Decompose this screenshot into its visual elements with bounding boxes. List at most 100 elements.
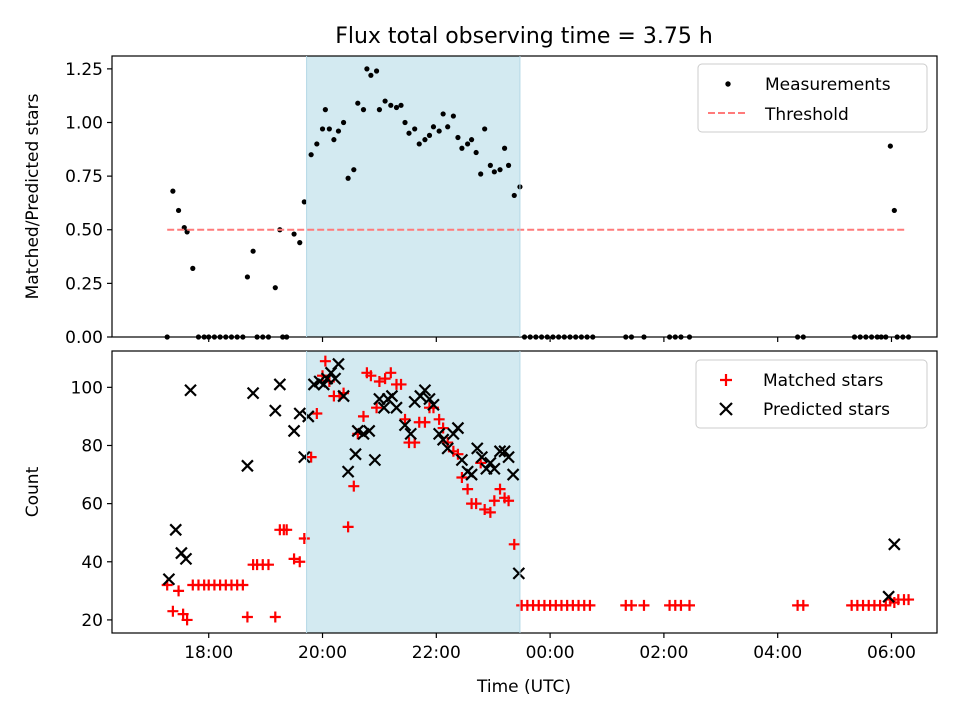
count-panel: 20 40 60 80 100 18:00 20:00 22:00 00:00 02:00 04:…: [23, 350, 938, 663]
ratio-y-axis-label: Matched/Predicted stars: [23, 93, 43, 299]
measurements-point: [416, 141, 422, 147]
matched-stars-point: [181, 614, 193, 626]
measurements-point: [291, 231, 297, 237]
measurements-point: [402, 119, 408, 126]
matched-stars-point: [237, 579, 249, 591]
matched-stars-point: [494, 483, 506, 495]
predicted-stars-point: [465, 468, 478, 481]
x-tick-label: 04:00: [753, 643, 802, 663]
measurements-point: [511, 192, 517, 199]
measurements-point: [436, 128, 442, 134]
measurements-point: [190, 265, 196, 271]
predicted-stars-point: [293, 407, 307, 420]
matched-stars-point: [433, 413, 445, 425]
predicted-stars-point: [179, 552, 193, 566]
x-tick-label: 20:00: [298, 643, 347, 663]
count-x-axis: 18:00 20:00 22:00 00:00 02:00 04:00 06:00: [184, 633, 916, 663]
measurements-point: [473, 149, 479, 156]
matched-stars-point: [470, 498, 482, 510]
measurements-point: [319, 126, 326, 132]
measurements-point: [482, 126, 488, 132]
matched-stars-point: [488, 495, 500, 507]
predicted-stars-point: [328, 372, 342, 385]
matched-stars-point: [456, 471, 468, 483]
measurements-point: [491, 169, 497, 175]
y-tick-label: 80: [81, 436, 103, 456]
measurements-point: [376, 107, 383, 113]
count-legend-box: [695, 359, 928, 429]
predicted-stars-point: [398, 418, 412, 432]
measurements-point: [445, 124, 451, 130]
measurements-point: [373, 68, 380, 74]
predicted-stars-point: [298, 450, 311, 464]
measurements-point: [297, 240, 303, 246]
predicted-stars-point: [377, 401, 391, 414]
predicted-legend-label: Predicted stars: [763, 400, 890, 420]
y-tick-label: 1.00: [65, 113, 103, 133]
matched-stars-point: [288, 553, 300, 565]
predicted-stars-point: [246, 386, 260, 400]
predicted-stars-point: [241, 459, 254, 473]
measurements-point: [368, 72, 374, 78]
ratio-legend: Measurements Threshold: [697, 63, 928, 133]
measurements-point: [351, 167, 357, 173]
matched-stars-point: [797, 599, 809, 611]
measurements-point: [501, 145, 508, 151]
predicted-stars-point: [470, 442, 484, 455]
matched-stars-point: [395, 378, 407, 390]
ratio-axes-frame: [111, 55, 938, 338]
measurements-point: [322, 107, 328, 113]
y-tick-label: 20: [81, 611, 103, 631]
predicted-stars-point: [418, 383, 432, 397]
measurements-point: [314, 141, 320, 147]
chart-title: Flux total observing time = 3.75 h: [335, 24, 713, 49]
ratio-panel: 0.00 0.25 0.50 0.75 1.00 1.25 Matched/Predict…: [23, 55, 938, 348]
matched-stars-point: [379, 373, 391, 385]
matched-stars-point: [638, 599, 650, 611]
measurements-point: [360, 107, 367, 113]
matched-stars-point: [269, 611, 281, 623]
predicted-stars-point: [888, 538, 901, 551]
measurements-point: [308, 152, 314, 158]
predicted-stars-point: [287, 424, 301, 438]
measurements-point: [487, 162, 493, 168]
predicted-stars-point: [273, 378, 287, 391]
matched-stars-point: [342, 521, 354, 533]
predicted-stars-point: [332, 357, 345, 371]
measurements-point: [478, 171, 484, 177]
matched-stars-point: [508, 538, 520, 550]
measurements-point: [465, 141, 471, 147]
matched-stars-point: [385, 367, 397, 379]
predicted-stars-point: [368, 453, 382, 467]
predicted-stars-point: [390, 401, 403, 414]
ratio-x-ticks: [208, 337, 893, 342]
measurements-point: [426, 132, 433, 138]
y-tick-label: 1.25: [65, 60, 103, 80]
predicted-stars-point: [341, 465, 355, 478]
matched-stars-point: [684, 599, 695, 611]
predicted-stars-point: [512, 567, 526, 580]
predicted-stars-point: [475, 450, 489, 464]
matched-stars-point: [311, 408, 323, 420]
y-tick-label: 40: [81, 553, 103, 573]
measurements-point: [412, 126, 418, 132]
measurements-point: [335, 128, 342, 134]
matched-stars-point: [399, 413, 411, 425]
count-y-axis: 20 40 60 80 100: [71, 378, 112, 631]
count-marks: [161, 355, 915, 626]
measurements-point: [497, 167, 503, 173]
measurements-point: [272, 285, 278, 291]
matched-stars-point: [479, 503, 491, 515]
x-tick-label: 18:00: [184, 643, 233, 663]
matched-stars-point: [241, 611, 253, 623]
predicted-stars-point: [302, 410, 315, 423]
matched-stars-point: [294, 556, 306, 568]
x-axis-label: Time (UTC): [476, 677, 571, 697]
measurements-point: [170, 188, 176, 194]
matched-stars-point: [177, 608, 189, 620]
matched-stars-point: [319, 355, 331, 367]
predicted-stars-point: [488, 462, 501, 476]
predicted-stars-point: [269, 404, 282, 417]
matched-stars-point: [373, 376, 385, 388]
